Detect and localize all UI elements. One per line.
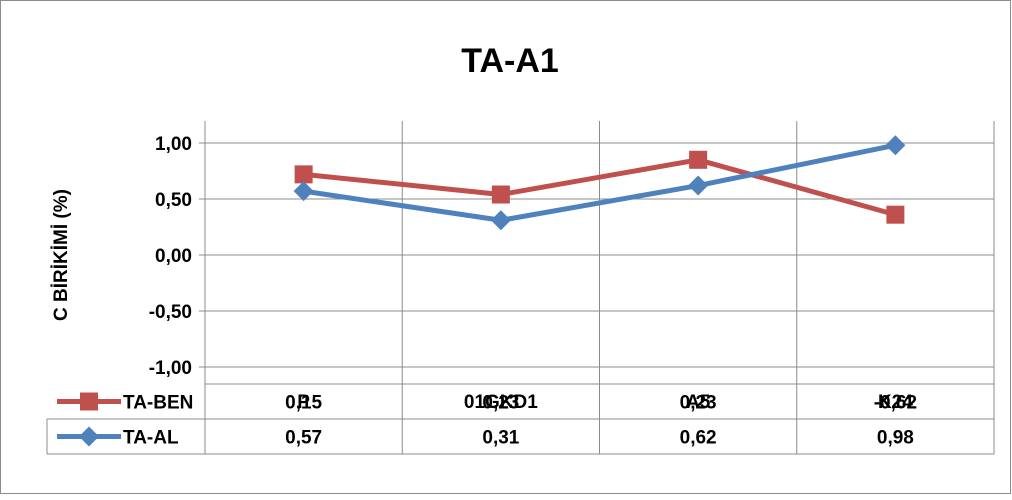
- table-cell-value: 0,23: [482, 393, 519, 414]
- x-tick-label: 01GKD1: [464, 392, 538, 413]
- data-table: P 01GKD1 A5 K24 TA-BEN 0,15 0,23 0,23 -0,62 TA-AL…: [46, 121, 995, 455]
- series-line: [303, 157, 897, 218]
- y-tick-label: 0,00: [155, 246, 192, 267]
- data-point: [490, 210, 511, 231]
- y-axis-label: C BİRİKİMİ (%): [51, 189, 72, 321]
- table-cell-value: 0,57: [285, 428, 322, 449]
- legend-marker-ta-ben: [80, 392, 98, 411]
- data-point: [689, 150, 708, 169]
- y-tick-label: -1,00: [149, 358, 192, 379]
- series-ta-ben: [294, 150, 905, 224]
- table-cell-value: 0,98: [877, 428, 914, 449]
- data-point: [885, 135, 906, 156]
- table-cell-value: 0,62: [680, 428, 717, 449]
- x-tick-label: K24: [878, 392, 913, 413]
- data-point: [886, 205, 905, 224]
- legend-label: TA-AL: [123, 428, 179, 449]
- chart-title: TA-A1: [461, 42, 559, 80]
- legend-label: TA-BEN: [123, 393, 193, 414]
- series-line: [303, 142, 896, 223]
- y-tick-label: 0,50: [155, 190, 192, 211]
- table-cell-value: -0,62: [874, 393, 917, 414]
- table-cell-value: 0,15: [285, 393, 322, 414]
- y-tick-label: 1,00: [155, 134, 192, 155]
- legend-marker-ta-al: [79, 426, 99, 447]
- y-tick-label: -0,50: [149, 302, 192, 323]
- data-point: [293, 181, 314, 202]
- series-lines: [293, 135, 906, 231]
- x-tick-label: P: [297, 392, 310, 413]
- data-point: [294, 165, 313, 184]
- series-ta-al: [293, 135, 906, 231]
- table-cell-value: 0,31: [482, 428, 519, 449]
- data-point: [688, 175, 709, 196]
- y-axis-ticks: -1,00 -0,50 0,00 0,50 1,00: [149, 134, 192, 379]
- table-cell-value: 0,23: [680, 393, 717, 414]
- data-point: [491, 185, 510, 204]
- x-tick-label: A5: [686, 392, 711, 413]
